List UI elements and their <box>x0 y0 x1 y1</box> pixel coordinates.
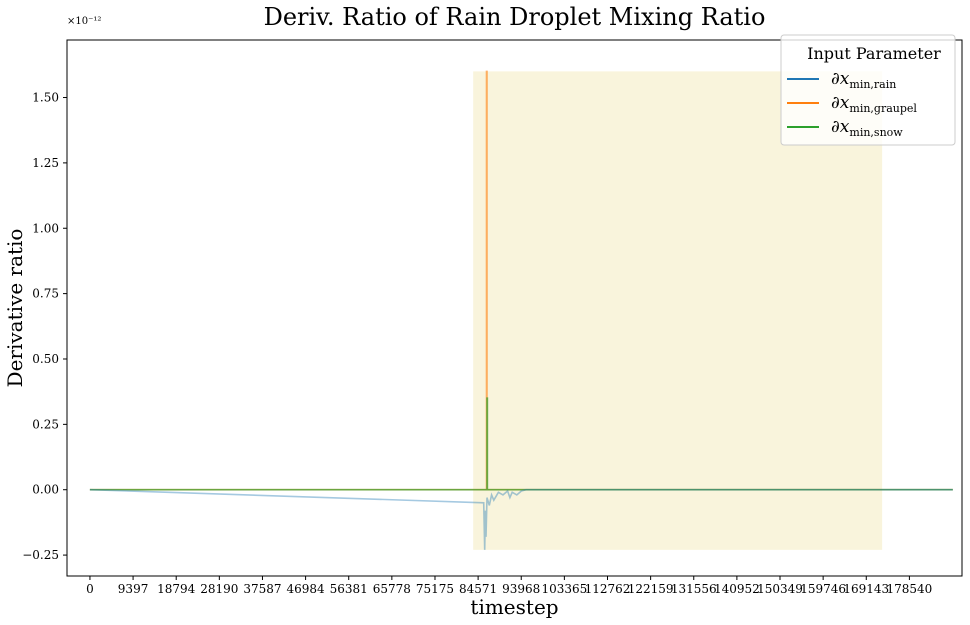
y-tick-label: 0.75 <box>32 287 59 301</box>
legend: Input Parameter ∂xmin,rain∂xmin,graupel∂… <box>780 34 956 146</box>
x-tick-label: 56381 <box>330 582 368 596</box>
legend-label: ∂xmin,rain <box>831 69 896 91</box>
x-tick-label: 103365 <box>541 582 587 596</box>
legend-title: Input Parameter <box>807 44 941 63</box>
y-tick-label: 0.25 <box>32 417 59 431</box>
x-tick-label: 140952 <box>714 582 760 596</box>
y-axis-label: Derivative ratio <box>3 229 27 388</box>
x-tick-label: 150349 <box>757 582 803 596</box>
y-axis: −0.25 0.00 0.25 0.50 0.75 1.00 1.25 1.50 <box>22 91 67 562</box>
y-tick-label: 1.25 <box>32 156 59 170</box>
legend-label: ∂xmin,graupel <box>831 93 917 115</box>
x-tick-label: 75175 <box>416 582 454 596</box>
x-axis-label: timestep <box>470 595 558 619</box>
x-tick-label: 131556 <box>671 582 717 596</box>
x-tick-label: 28190 <box>200 582 238 596</box>
x-tick-label: 159746 <box>800 582 846 596</box>
highlight-region <box>473 71 883 550</box>
plot-frame <box>66 39 963 577</box>
x-tick-label: 93968 <box>502 582 540 596</box>
y-tick-label: 0.50 <box>32 352 59 366</box>
x-tick-label: 37587 <box>243 582 281 596</box>
x-tick-label: 112762 <box>585 582 631 596</box>
x-tick-label: 18794 <box>157 582 196 596</box>
x-tick-label: 65778 <box>373 582 411 596</box>
legend-box <box>780 34 956 146</box>
x-tick-label: 0 <box>86 582 94 596</box>
y-offset-label: ×10⁻¹² <box>67 16 101 27</box>
y-tick-label: 1.00 <box>32 221 59 235</box>
x-tick-label: 46984 <box>286 582 325 596</box>
x-tick-label: 84571 <box>459 582 497 596</box>
series-layer <box>89 70 953 550</box>
y-tick-label: 0.00 <box>32 483 59 497</box>
chart-title: Deriv. Ratio of Rain Droplet Mixing Rati… <box>264 3 766 31</box>
series-line-1 <box>89 397 953 491</box>
legend-label: ∂xmin,snow <box>831 117 903 139</box>
x-tick-label: 178540 <box>886 582 932 596</box>
y-tick-label: 1.50 <box>32 91 59 105</box>
x-tick-label: 169143 <box>843 582 889 596</box>
x-tick-label: 9397 <box>118 582 149 596</box>
x-axis: 0 9397 18794 28190 37587 46984 56381 65778 75175… <box>86 576 932 596</box>
x-tick-label: 122159 <box>628 582 674 596</box>
series-line-2 <box>89 488 953 550</box>
y-tick-label: −0.25 <box>22 548 59 562</box>
